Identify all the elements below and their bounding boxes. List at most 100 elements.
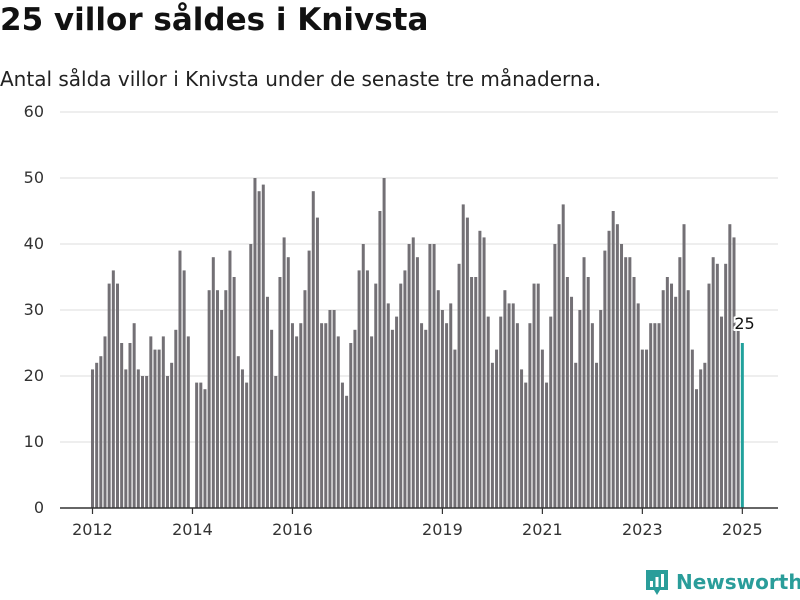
bar — [261, 184, 265, 508]
bar — [232, 277, 236, 508]
bar — [486, 316, 490, 508]
bar-highlight — [740, 343, 744, 508]
bar — [640, 349, 644, 508]
bar — [228, 250, 232, 508]
bar — [365, 270, 369, 508]
bar — [403, 270, 407, 508]
bar — [320, 323, 324, 508]
bar — [607, 230, 611, 509]
bar — [349, 343, 353, 508]
bar — [332, 310, 336, 508]
bar — [324, 323, 328, 508]
newsworthy-logo-icon — [646, 570, 668, 595]
bar — [132, 323, 136, 508]
bar — [340, 382, 344, 508]
bar — [528, 323, 532, 508]
bar — [657, 323, 661, 508]
bar — [407, 244, 411, 508]
bar — [636, 303, 640, 508]
bar — [449, 303, 453, 508]
bar — [386, 303, 390, 508]
bar — [224, 290, 228, 508]
x-tick-label: 2025 — [722, 520, 763, 539]
bar — [645, 349, 649, 508]
chart-subtitle: Antal sålda villor i Knivsta under de se… — [0, 67, 602, 91]
brand-logo: Newsworthy — [644, 568, 800, 596]
bar — [390, 329, 394, 508]
bar — [245, 382, 249, 508]
bar — [574, 362, 578, 508]
bar — [432, 244, 436, 508]
bar — [478, 230, 482, 509]
y-tick-label: 10 — [24, 432, 44, 451]
bar — [395, 316, 399, 508]
bar — [711, 257, 715, 508]
bar — [153, 349, 157, 508]
bar — [399, 283, 403, 508]
y-tick-label: 30 — [24, 300, 44, 319]
bar — [728, 224, 732, 508]
bar — [290, 323, 294, 508]
x-tick-label: 2016 — [272, 520, 313, 539]
bar — [624, 257, 628, 508]
bar — [557, 224, 561, 508]
bar — [724, 263, 728, 508]
bar — [524, 382, 528, 508]
bar — [378, 211, 382, 508]
bar — [686, 290, 690, 508]
y-tick-label: 40 — [24, 234, 44, 253]
bar — [715, 263, 719, 508]
bar — [615, 224, 619, 508]
bar — [682, 224, 686, 508]
bar — [345, 395, 349, 508]
bar — [370, 336, 374, 508]
bar — [136, 369, 140, 508]
bar — [299, 323, 303, 508]
bar — [570, 296, 574, 508]
bar — [115, 283, 119, 508]
x-tick-label: 2014 — [172, 520, 213, 539]
bar — [465, 217, 469, 508]
bar — [99, 356, 103, 508]
bar — [595, 362, 599, 508]
bar — [186, 336, 190, 508]
bar — [536, 283, 540, 508]
x-axis-ticks: 2012 2014 2016 2019 2021 2023 2025 — [72, 508, 763, 539]
bar — [674, 296, 678, 508]
bar — [632, 277, 636, 508]
bar — [436, 290, 440, 508]
bar — [499, 316, 503, 508]
bar — [611, 211, 615, 508]
bar — [149, 336, 153, 508]
x-tick-label: 2012 — [72, 520, 113, 539]
bar — [553, 244, 557, 508]
bar — [270, 329, 274, 508]
bar — [515, 323, 519, 508]
bar — [274, 376, 278, 508]
bar — [353, 329, 357, 508]
bar — [678, 257, 682, 508]
bar — [649, 323, 653, 508]
bar — [495, 349, 499, 508]
bar — [215, 290, 219, 508]
bar — [178, 250, 182, 508]
bar — [474, 277, 478, 508]
bar — [511, 303, 515, 508]
y-axis-ticks: 0 10 20 30 40 50 60 — [24, 102, 44, 517]
bar — [199, 382, 203, 508]
bar — [124, 369, 128, 508]
bar — [382, 178, 386, 508]
x-tick-label: 2019 — [422, 520, 463, 539]
bar — [490, 362, 494, 508]
bar — [220, 310, 224, 508]
bar — [520, 369, 524, 508]
bar — [236, 356, 240, 508]
bar — [357, 270, 361, 508]
y-tick-label: 50 — [24, 168, 44, 187]
bar — [161, 336, 165, 508]
bar — [461, 204, 465, 508]
bar — [445, 323, 449, 508]
bar — [211, 257, 215, 508]
bar — [653, 323, 657, 508]
bar — [453, 349, 457, 508]
